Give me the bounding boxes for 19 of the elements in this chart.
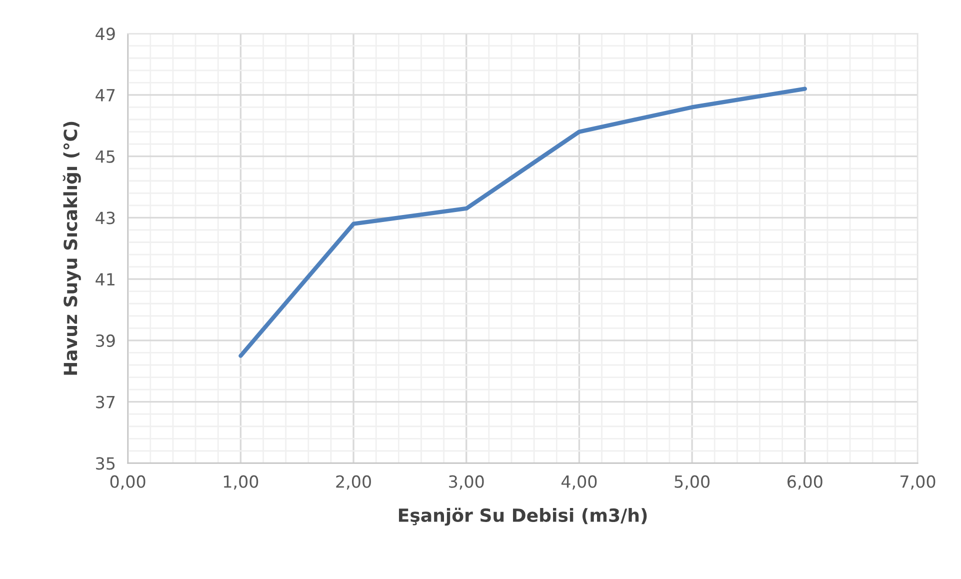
- y-tick-label: 37: [96, 396, 115, 408]
- x-tick-label: 3,00: [449, 475, 484, 490]
- x-tick-label: 2,00: [336, 475, 371, 490]
- x-tick-label: 7,00: [900, 475, 936, 490]
- y-tick-label: 35: [96, 457, 115, 470]
- line-series: [238, 86, 807, 358]
- x-tick-label: 1,00: [224, 475, 258, 490]
- x-tick-label: 5,00: [674, 475, 710, 490]
- y-tick-label: 49: [96, 28, 115, 40]
- x-tick-label: 6,00: [788, 475, 822, 490]
- y-tick-label: 39: [96, 334, 115, 348]
- y-tick-label: 41: [96, 273, 114, 286]
- y-axis-title: Havuz Suyu Sıcaklığı (°C): [62, 122, 81, 375]
- y-tick-label: 43: [96, 212, 115, 224]
- y-tick-label: 47: [96, 89, 115, 102]
- y-tick-label: 45: [96, 150, 115, 163]
- x-axis-title: Eşanjör Su Debisi (m3/h): [398, 508, 647, 526]
- x-tick-label: 0,00: [110, 475, 146, 490]
- x-tick-label: 4,00: [561, 475, 597, 490]
